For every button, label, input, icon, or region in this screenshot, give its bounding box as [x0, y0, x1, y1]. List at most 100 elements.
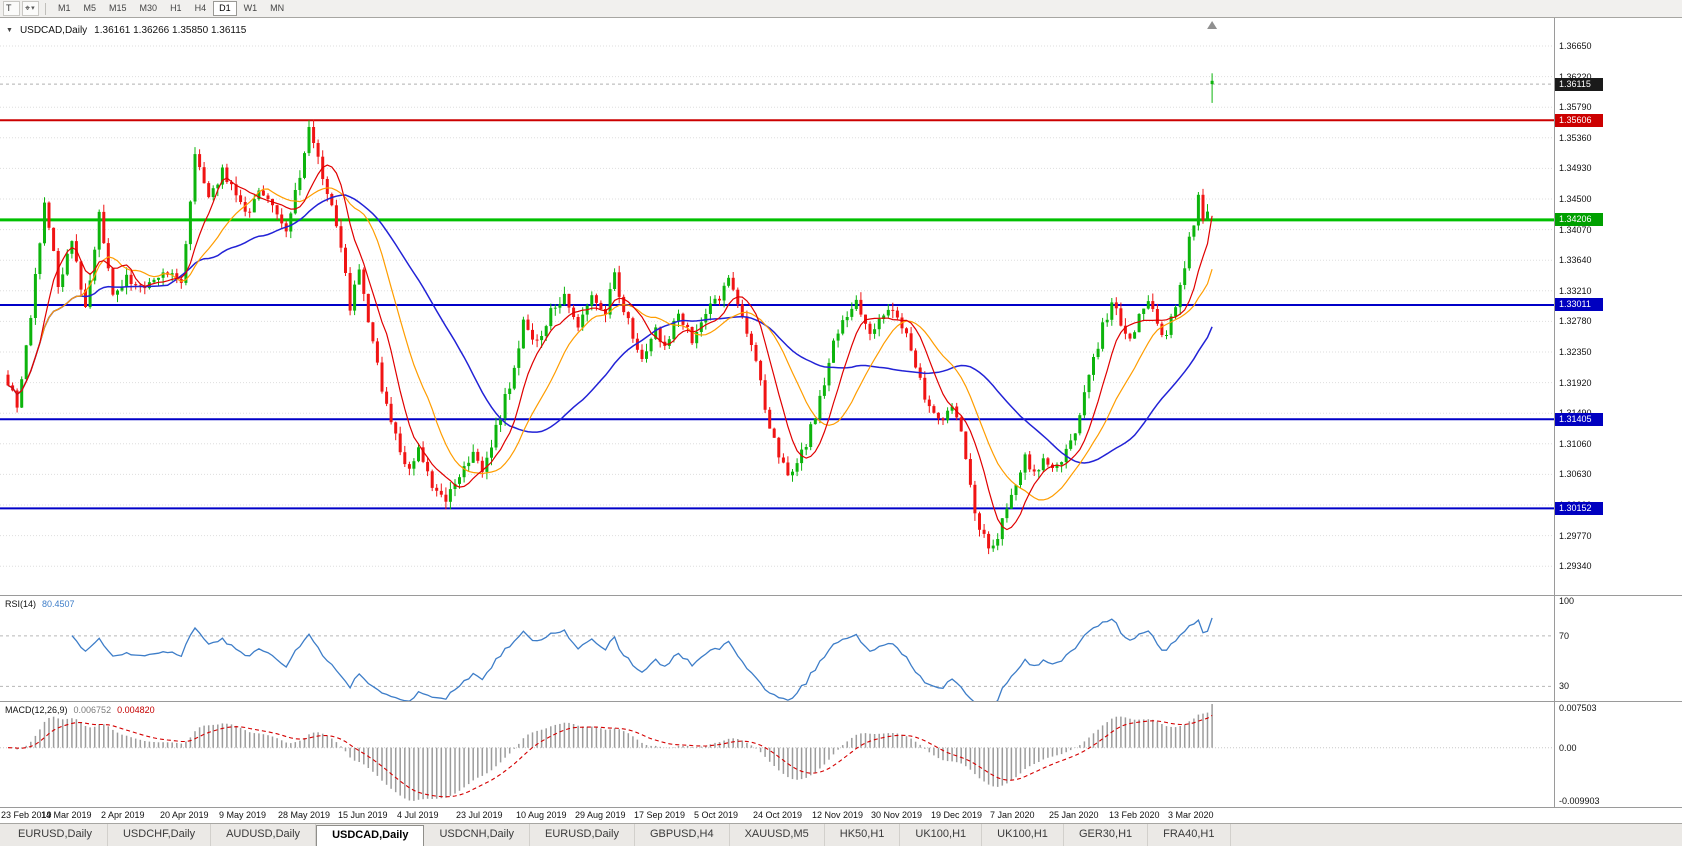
price-tick-label: 1.32780 [1559, 316, 1592, 326]
chart-tab-xauusd-m5[interactable]: XAUUSD,M5 [730, 824, 825, 846]
main-chart-panel: ▼ USDCAD,Daily 1.36161 1.36266 1.35850 1… [0, 18, 1682, 595]
timeframe-button-m5[interactable]: M5 [83, 3, 97, 13]
price-tick-label: 1.34930 [1559, 163, 1592, 173]
one-click-trading-icon[interactable]: ▼ [6, 27, 13, 34]
rsi-label: RSI(14) [5, 599, 37, 609]
time-axis-label: 20 Apr 2019 [160, 810, 209, 820]
chart-tab-audusd-daily[interactable]: AUDUSD,Daily [211, 824, 317, 846]
price-line-badge: 1.31405 [1555, 413, 1603, 426]
time-axis-label: 3 Mar 2020 [1168, 810, 1214, 820]
chart-tab-usdchf-daily[interactable]: USDCHF,Daily [108, 824, 212, 846]
macd-title: MACD(12,26,9) 0.006752 0.004820 [5, 705, 155, 715]
macd-panel: MACD(12,26,9) 0.006752 0.004820 0.007503… [0, 701, 1682, 807]
chart-tab-ger30-h1[interactable]: GER30,H1 [1064, 824, 1149, 846]
crosshair-dropdown-button[interactable]: ⌖ ▾ [22, 1, 39, 16]
time-axis-label: 5 Oct 2019 [694, 810, 739, 820]
macd-signal-value: 0.004820 [117, 705, 155, 715]
macd-axis[interactable]: 0.007503 0.00 -0.009903 [1555, 702, 1682, 807]
price-tick-label: 1.36650 [1559, 41, 1592, 51]
time-axis-label: 2 Apr 2019 [101, 810, 145, 820]
price-axis[interactable]: 1.36650 1.36220 1.35790 1.35360 1.34930 1.345… [1555, 18, 1682, 595]
time-axis-label: 10 Aug 2019 [516, 810, 567, 820]
toolbar: T ⌖ ▾ M1 M5 M15 M30 H1 H4 D1 W1 MN [0, 0, 1682, 18]
rsi-svg [0, 617, 1554, 701]
chart-tab-eurusd-daily[interactable]: EURUSD,Daily [3, 824, 108, 846]
macd-main-value: 0.006752 [73, 705, 112, 715]
time-axis-label: 7 Jan 2020 [990, 810, 1035, 820]
chart-tab-fra40-h1[interactable]: FRA40,H1 [1148, 824, 1231, 846]
time-axis-label: 30 Nov 2019 [871, 810, 923, 820]
time-axis-label: 23 Feb 2019 [1, 810, 52, 820]
rsi-chart[interactable]: RSI(14) 80.4507 [0, 596, 1555, 701]
time-axis-label: 13 Feb 2020 [1109, 810, 1160, 820]
chart-title: ▼ USDCAD,Daily 1.36161 1.36266 1.35850 1… [6, 25, 246, 36]
price-line-badge: 1.36115 [1555, 78, 1603, 91]
time-axis-label: 29 Aug 2019 [575, 810, 626, 820]
price-chart-svg [0, 21, 1554, 567]
chart-ohlc-values: 1.36161 1.36266 1.35850 1.36115 [94, 25, 247, 36]
timeframe-button-m1[interactable]: M1 [58, 3, 71, 13]
price-tick-label: 1.32350 [1559, 347, 1592, 357]
scroll-to-end-marker-icon [1207, 21, 1218, 29]
price-tick-label: 1.33640 [1559, 255, 1592, 265]
price-tick-label: 1.34070 [1559, 225, 1592, 235]
timeframe-button-m15[interactable]: M15 [109, 3, 127, 13]
time-axis-label: 19 Dec 2019 [931, 810, 983, 820]
price-tick-label: 1.34500 [1559, 194, 1592, 204]
timeframe-button-d1[interactable]: D1 [213, 1, 237, 16]
macd-level-label: -0.009903 [1559, 796, 1600, 806]
price-tick-label: 1.36220 [1559, 72, 1592, 82]
macd-level-label: 0.00 [1559, 743, 1577, 753]
price-line-badge: 1.30152 [1555, 502, 1603, 515]
price-tick-label: 1.35790 [1559, 102, 1592, 112]
toolbar-separator [45, 2, 46, 15]
chart-symbol-label: USDCAD,Daily [19, 25, 88, 36]
time-axis-label: 12 Nov 2019 [812, 810, 864, 820]
price-line-badge: 1.33011 [1555, 298, 1603, 311]
timeframe-button-h1[interactable]: H1 [170, 3, 182, 13]
text-tool-button[interactable]: T [3, 1, 20, 16]
price-tick-label: 1.35360 [1559, 133, 1592, 143]
time-axis[interactable]: 23 Feb 2019 14 Mar 2019 2 Apr 2019 20 Apr 2… [0, 807, 1682, 823]
time-axis-label: 24 Oct 2019 [753, 810, 803, 820]
price-tick-label: 1.30630 [1559, 469, 1592, 479]
rsi-level-label: 100 [1559, 596, 1575, 606]
time-axis-label: 25 Jan 2020 [1049, 810, 1099, 820]
timeframe-group: M1 M5 M15 M30 H1 H4 D1 W1 MN [52, 1, 290, 16]
rsi-level-label: 70 [1559, 631, 1570, 641]
timeframe-button-mn[interactable]: MN [270, 3, 285, 13]
price-tick-label: 1.29340 [1559, 561, 1592, 571]
rsi-axis[interactable]: 100 70 30 [1555, 596, 1682, 701]
chart-tab-gbpusd-h4[interactable]: GBPUSD,H4 [635, 824, 730, 846]
rsi-level-label: 30 [1559, 681, 1570, 691]
rsi-panel: RSI(14) 80.4507 100 70 30 [0, 595, 1682, 701]
macd-level-label: 0.007503 [1559, 703, 1597, 713]
price-tick-label: 1.31060 [1559, 439, 1592, 449]
chart-tab-uk100-h1[interactable]: UK100,H1 [982, 824, 1064, 846]
time-axis-label: 14 Mar 2019 [41, 810, 92, 820]
chevron-down-icon: ▾ [31, 5, 35, 12]
tab-bar-filler [1231, 824, 1682, 846]
chart-tab-eurusd-daily[interactable]: EURUSD,Daily [530, 824, 635, 846]
time-axis-label: 15 Jun 2019 [338, 810, 388, 820]
time-axis-label: 9 May 2019 [219, 810, 267, 820]
timeframe-button-m30[interactable]: M30 [139, 3, 158, 13]
rsi-title: RSI(14) 80.4507 [5, 599, 75, 609]
chart-tab-usdcnh-daily[interactable]: USDCNH,Daily [424, 824, 531, 846]
price-tick-label: 1.31920 [1559, 378, 1592, 388]
price-line-badge: 1.34206 [1555, 213, 1603, 226]
macd-chart[interactable]: MACD(12,26,9) 0.006752 0.004820 [0, 702, 1555, 807]
crosshair-icon: ⌖ [25, 3, 31, 13]
macd-svg [0, 704, 1554, 801]
timeframe-button-h4[interactable]: H4 [194, 3, 207, 13]
chart-tab-hk50-h1[interactable]: HK50,H1 [825, 824, 901, 846]
timeframe-button-w1[interactable]: W1 [243, 3, 258, 13]
chart-tab-usdcad-daily[interactable]: USDCAD,Daily [316, 825, 425, 846]
time-axis-label: 23 Jul 2019 [456, 810, 503, 820]
time-axis-label: 4 Jul 2019 [397, 810, 439, 820]
chart-tab-uk100-h1[interactable]: UK100,H1 [900, 824, 983, 846]
time-axis-label: 28 May 2019 [278, 810, 331, 820]
price-line-badge: 1.35606 [1555, 114, 1603, 127]
price-chart[interactable]: ▼ USDCAD,Daily 1.36161 1.36266 1.35850 1… [0, 18, 1555, 595]
